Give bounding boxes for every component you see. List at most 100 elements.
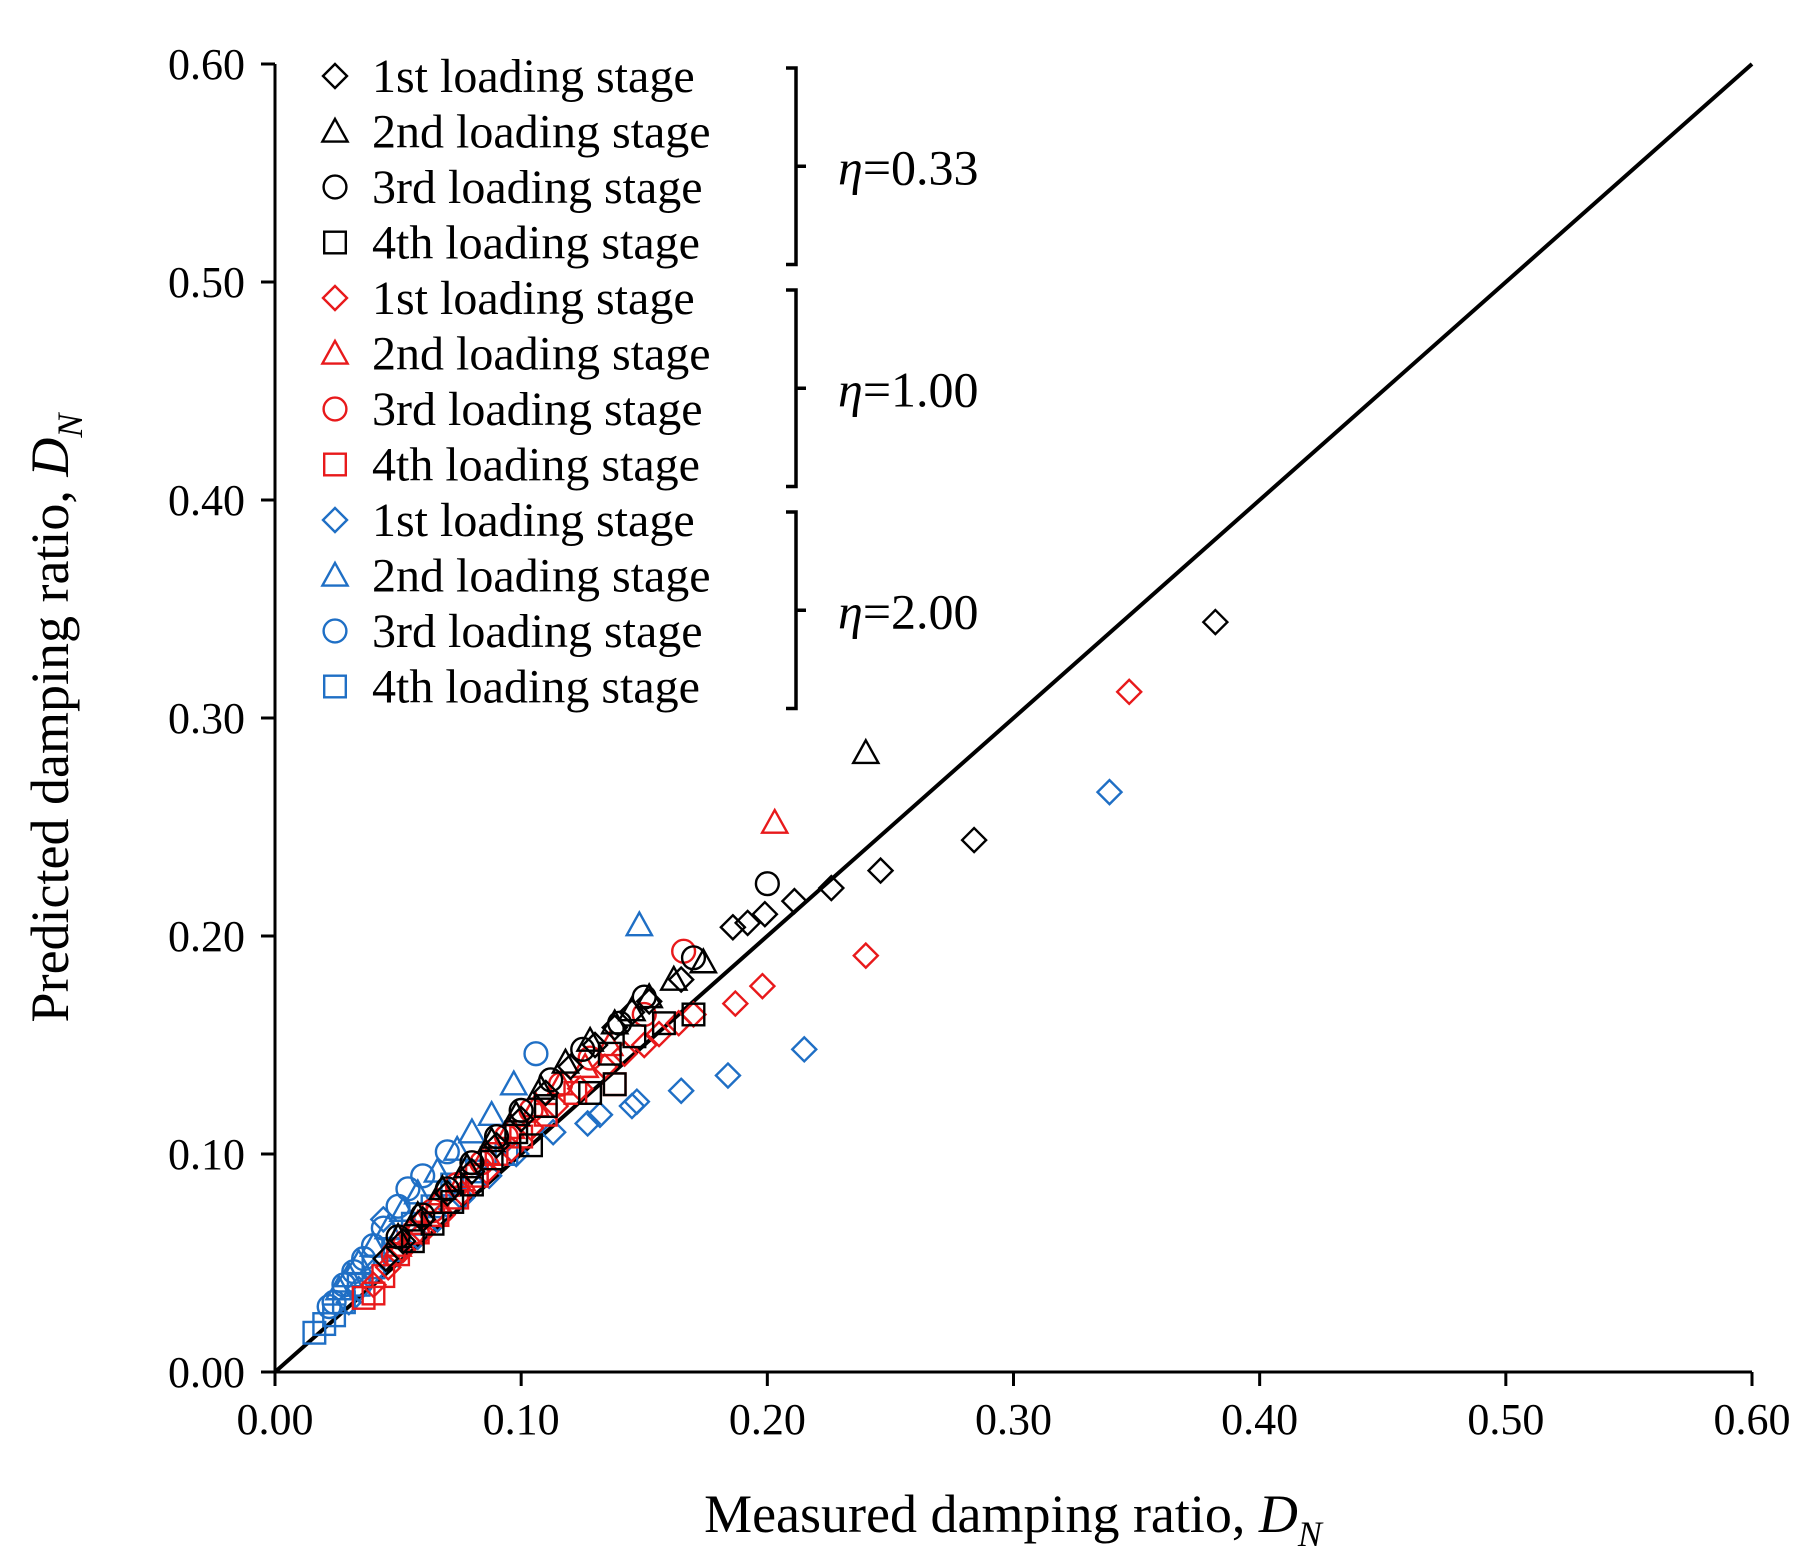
- data-point: [499, 1069, 529, 1096]
- data-point: [302, 1320, 327, 1345]
- eta-label: η=2.00: [838, 583, 979, 639]
- data-point: [748, 972, 777, 1000]
- data-point: [577, 1045, 603, 1071]
- data-point: [623, 1087, 651, 1116]
- data-point: [484, 1141, 509, 1166]
- data-point: [645, 1020, 673, 1048]
- y-tick-label: 0.30: [168, 694, 245, 743]
- x-tick-label: 0.20: [729, 1395, 806, 1444]
- legend-label: 2nd loading stage: [372, 550, 711, 603]
- data-point: [679, 1000, 708, 1029]
- legend-item: 2nd loading stage: [320, 106, 711, 159]
- data-point: [533, 1094, 558, 1119]
- y-tick-label: 0.60: [168, 40, 245, 89]
- data-point: [539, 1118, 567, 1146]
- x-tick-label: 0.10: [483, 1395, 560, 1444]
- legend-symbol-square: [323, 230, 348, 255]
- legend-symbol-diamond: [321, 284, 349, 312]
- series-g1-diamond: [359, 678, 1143, 1299]
- data-point: [374, 1253, 402, 1282]
- x-tick-label: 0.00: [237, 1395, 314, 1444]
- data-point: [457, 1117, 487, 1144]
- series-g0-square: [400, 1002, 706, 1254]
- data-point: [526, 1073, 556, 1100]
- legend-label: 2nd loading stage: [372, 106, 711, 159]
- legend-item: 4th loading stage: [323, 439, 700, 492]
- y-tick-label: 0.00: [168, 1348, 245, 1397]
- data-point: [622, 1024, 647, 1049]
- data-point: [504, 1120, 529, 1145]
- data-point: [719, 913, 747, 941]
- legend-symbol-circle: [322, 618, 348, 644]
- data-point: [385, 1193, 411, 1219]
- data-point: [316, 1293, 342, 1320]
- legend-item: 3rd loading stage: [322, 161, 703, 214]
- tick-labels: 0.00 0.10 0.20 0.30 0.40 0.50 0.60 0.00 0.10 0.20…: [168, 40, 1791, 1444]
- data-point: [754, 871, 780, 897]
- data-point: [575, 1025, 605, 1052]
- data-point: [817, 874, 846, 902]
- legend-symbol-circle: [322, 174, 348, 200]
- data-point: [780, 887, 809, 915]
- data-point: [459, 1172, 484, 1197]
- x-tick-label: 0.60: [1714, 1395, 1791, 1444]
- y-tick-label: 0.20: [168, 912, 245, 961]
- data-point: [538, 1067, 564, 1093]
- data-point: [852, 941, 880, 970]
- x-tick-label: 0.50: [1467, 1395, 1544, 1444]
- data-point: [667, 1077, 695, 1105]
- data-point: [556, 1053, 585, 1081]
- legend-item: 3rd loading stage: [322, 383, 703, 436]
- data-point: [410, 1163, 436, 1189]
- data-point: [425, 1203, 450, 1228]
- data-point: [420, 1211, 445, 1236]
- data-point: [667, 965, 695, 994]
- data-point: [434, 1139, 460, 1165]
- data-point: [442, 1134, 472, 1161]
- data-point: [434, 1176, 460, 1202]
- legend-label: 4th loading stage: [372, 217, 700, 270]
- data-point: [618, 1092, 646, 1120]
- legend-symbol-square: [323, 452, 348, 477]
- x-tick-label: 0.30: [975, 1395, 1052, 1444]
- data-point: [617, 995, 647, 1022]
- data-point: [624, 910, 654, 937]
- data-point: [602, 1072, 627, 1097]
- legend-symbol-triangle: [320, 338, 350, 365]
- legend-symbol-diamond: [321, 506, 349, 534]
- legend-item: 1st loading stage: [321, 50, 695, 103]
- legend-item: 2nd loading stage: [320, 550, 711, 603]
- data-point: [1095, 778, 1124, 806]
- series-g2-circle: [316, 1041, 549, 1320]
- data-point: [383, 1221, 413, 1249]
- data-point: [651, 1011, 676, 1036]
- data-point: [341, 1259, 367, 1285]
- x-tick-label: 0.40: [1221, 1395, 1298, 1444]
- data-point: [714, 1061, 742, 1090]
- data-point: [751, 900, 779, 928]
- data-point: [733, 909, 762, 937]
- legend-symbol-triangle: [320, 116, 350, 143]
- tick-marks: [261, 62, 1754, 1386]
- data-point: [760, 807, 790, 834]
- data-point: [346, 1272, 371, 1297]
- x-axis-title: Measured damping ratio, DN: [704, 1484, 1324, 1554]
- y-tick-label: 0.50: [168, 258, 245, 307]
- data-point: [519, 1133, 544, 1158]
- data-point: [386, 1242, 411, 1267]
- data-point: [385, 1224, 411, 1250]
- legend-label: 3rd loading stage: [372, 605, 703, 658]
- data-point: [507, 1105, 535, 1133]
- y-tick-label: 0.40: [168, 476, 245, 525]
- data-point: [610, 1040, 639, 1068]
- data-point: [586, 1101, 614, 1129]
- data-point: [532, 1079, 560, 1107]
- data-point: [665, 1009, 693, 1037]
- data-point: [563, 1080, 588, 1105]
- bracket-line: [786, 510, 806, 711]
- data-point: [866, 856, 895, 885]
- legend-item: 2nd loading stage: [320, 328, 711, 381]
- eta-label: η=0.33: [838, 139, 979, 195]
- data-point: [445, 1185, 470, 1210]
